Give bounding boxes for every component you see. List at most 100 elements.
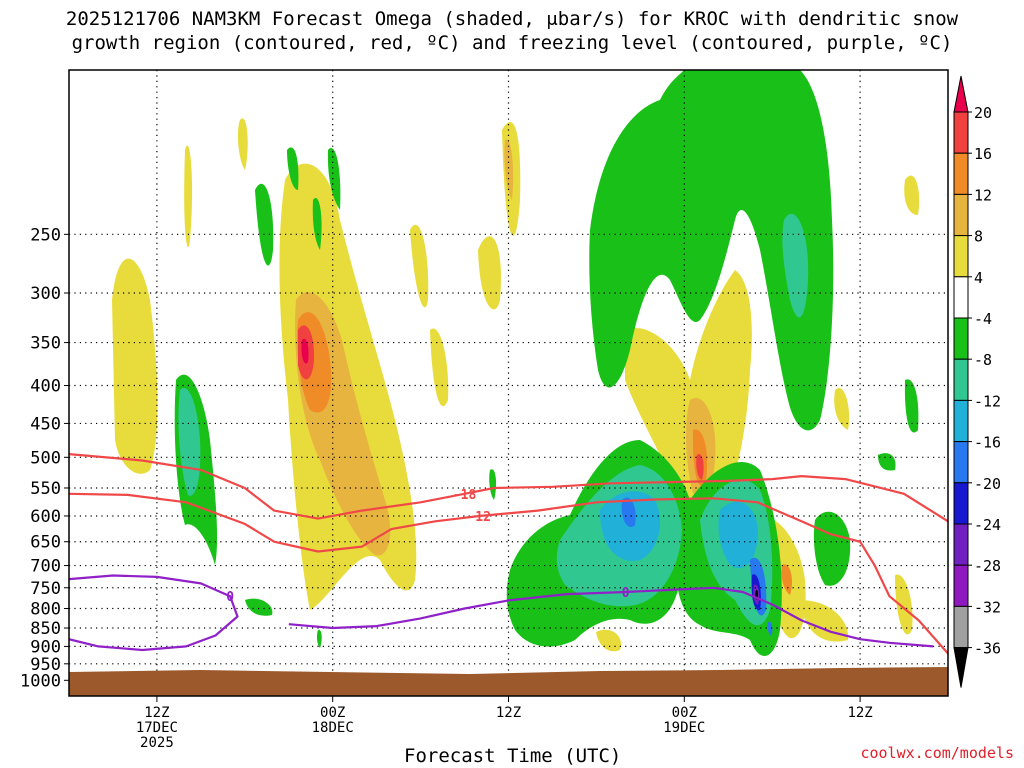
- pressure-tick-label: 650: [30, 533, 61, 553]
- omega-positive-region: [184, 145, 193, 248]
- pressure-tick-label: 900: [30, 637, 61, 657]
- colorbar-swatch: [953, 152, 969, 195]
- pressure-tick-label: 950: [30, 655, 61, 675]
- omega-negative-region: [878, 453, 896, 471]
- omega-positive-region: [430, 328, 449, 407]
- omega-positive-region: [410, 224, 429, 308]
- omega-negative-region: [904, 379, 919, 433]
- omega-negative-region: [287, 147, 299, 190]
- colorbar-level-label: 4: [974, 269, 983, 287]
- chart-title-line-2: growth region (contoured, red, ºC) and f…: [71, 32, 953, 54]
- freezing-level-contour: [69, 574, 239, 652]
- colorbar-level-label: -4: [974, 310, 992, 328]
- colorbar-level-label: -8: [974, 351, 992, 369]
- colorbar-swatch: [953, 235, 969, 278]
- time-tick-label: 18DEC: [312, 720, 354, 736]
- omega-positive-region: [904, 175, 920, 215]
- colorbar-level-label: 12: [974, 186, 992, 204]
- pressure-tick-label: 300: [30, 284, 61, 304]
- colorbar-level-label: -20: [974, 475, 1001, 493]
- pressure-tick-label: 450: [30, 414, 61, 434]
- pressure-axis: 2503003504004505005506006507007508008509…: [20, 225, 69, 691]
- time-tick-label: 12Z: [144, 705, 169, 721]
- pressure-tick-label: 600: [30, 507, 61, 527]
- omega-positive-region: [112, 258, 158, 474]
- dendritic-contour-label: -18: [453, 488, 477, 503]
- time-tick-label: 12Z: [847, 705, 872, 721]
- omega-positive-core: [696, 454, 704, 480]
- colorbar-top-arrow: [953, 75, 969, 113]
- colorbar-level-label: -24: [974, 516, 1001, 534]
- colorbar-level-label: -12: [974, 392, 1001, 410]
- time-tick-label: 00Z: [672, 705, 697, 721]
- time-tick-label: 19DEC: [663, 720, 705, 736]
- time-tick-label: 00Z: [320, 705, 345, 721]
- time-tick-label: 17DEC: [136, 720, 178, 736]
- dendritic-contour: [69, 492, 948, 655]
- colorbar-swatch: [953, 482, 969, 525]
- pressure-tick-label: 350: [30, 334, 61, 354]
- omega-negative-region: [327, 148, 341, 210]
- colorbar-level-label: -28: [974, 557, 1001, 575]
- time-tick-label: 12Z: [496, 705, 521, 721]
- omega-negative-region: [245, 598, 273, 616]
- pressure-tick-label: 750: [30, 579, 61, 599]
- omega-positive-region: [895, 574, 913, 635]
- omega-positive-region: [781, 564, 793, 595]
- omega-positive-region: [504, 139, 514, 200]
- omega-negative-core: [621, 497, 636, 528]
- colorbar-bottom-arrow: [953, 647, 969, 688]
- omega-negative-region: [813, 511, 851, 586]
- omega-negative-core: [718, 501, 758, 569]
- ground-surface: [69, 667, 948, 696]
- colorbar-swatch: [953, 276, 969, 319]
- colorbar-swatch: [953, 358, 969, 401]
- omega-positive-region: [596, 629, 621, 652]
- dotted-grid: [69, 70, 948, 696]
- omega-positive-region: [625, 270, 752, 515]
- colorbar-level-label: -32: [974, 598, 1001, 616]
- colorbar-swatch: [953, 605, 969, 649]
- colorbar-swatch: [953, 523, 969, 566]
- pressure-tick-label: 850: [30, 619, 61, 639]
- omega-negative-region: [255, 183, 274, 266]
- omega-negative-region: [312, 198, 322, 250]
- colorbar-swatch: [953, 441, 969, 484]
- dendritic-contour: [69, 453, 948, 523]
- colorbar-swatch: [953, 564, 969, 607]
- omega-positive-core: [301, 338, 309, 364]
- omega-negative-region: [782, 213, 809, 318]
- pressure-tick-label: 550: [30, 479, 61, 499]
- colorbar-swatch: [953, 399, 969, 443]
- freezing-level-contour-label: 0: [622, 586, 630, 601]
- colorbar-swatch: [953, 193, 969, 237]
- colorbar-swatch: [953, 111, 969, 154]
- colorbar-swatch: [953, 317, 969, 360]
- pressure-tick-label: 400: [30, 377, 61, 397]
- omega-negative-region: [316, 629, 322, 648]
- colorbar-level-label: 16: [974, 145, 992, 163]
- dendritic-contour-label: -12: [467, 510, 490, 525]
- omega-shading: [112, 70, 920, 657]
- pressure-tick-label: 800: [30, 600, 61, 620]
- freezing-level-contour-label: 0: [226, 590, 234, 605]
- credit-link[interactable]: coolwx.com/models: [860, 744, 1014, 762]
- pressure-tick-label: 250: [30, 225, 61, 245]
- colorbar-level-label: -16: [974, 434, 1001, 452]
- omega-positive-region: [834, 388, 850, 430]
- omega-positive-region: [478, 236, 501, 310]
- omega-negative-region: [589, 70, 834, 431]
- time-tick-label: 2025: [140, 735, 174, 751]
- omega-colorbar: 20 16 12 8 4 -4 -8 -12 -16 -20 -24 -28 -32 -36: [953, 75, 1001, 688]
- colorbar-level-label: 20: [974, 104, 992, 122]
- colorbar-level-label: 8: [974, 228, 983, 246]
- freezing-level-contour: [288, 586, 934, 648]
- x-axis-title: Forecast Time (UTC): [404, 745, 622, 767]
- pressure-tick-label: 700: [30, 557, 61, 577]
- pressure-tick-label: 1000: [20, 671, 61, 691]
- chart-title-line-1: 2025121706 NAM3KM Forecast Omega (shaded…: [65, 8, 959, 30]
- omega-positive-region: [800, 600, 849, 642]
- colorbar-level-label: -36: [974, 640, 1001, 658]
